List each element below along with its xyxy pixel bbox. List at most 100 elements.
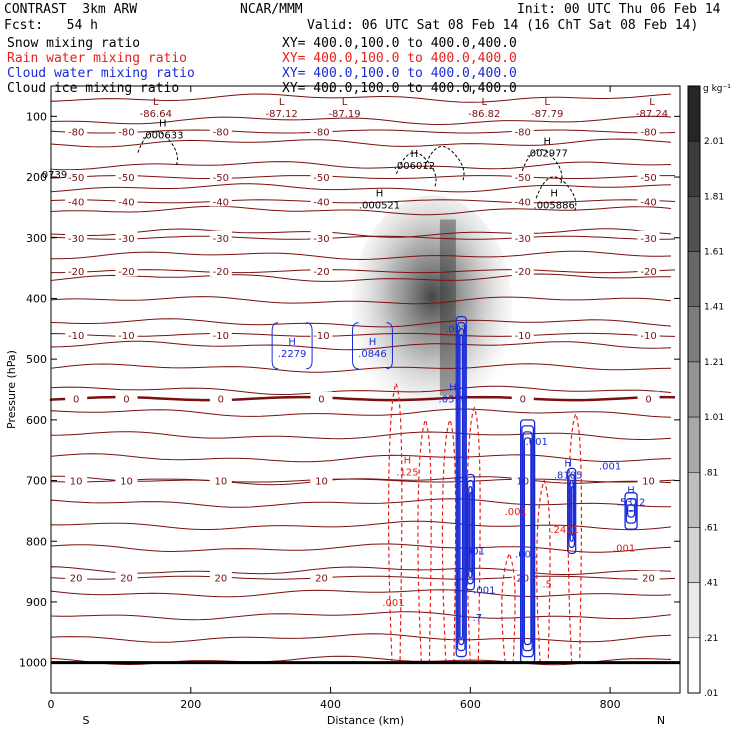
contour-label-bg	[115, 327, 138, 340]
temperature-contour-label: -30	[118, 234, 134, 245]
init-time: Init: 00 UTC Thu 06 Feb 14	[517, 2, 721, 17]
rain-high-value: .5	[542, 580, 552, 591]
temperature-contour-label: 10	[642, 477, 655, 488]
colorbar-label: .21	[704, 634, 718, 644]
background-contour	[50, 408, 672, 418]
colorbar-label: .81	[704, 468, 718, 478]
temperature-contour-label: -20	[640, 267, 656, 278]
cloud-water-contour	[570, 485, 575, 537]
temperature-contour-label: -80	[213, 128, 229, 139]
temperature-contour	[50, 575, 676, 580]
x-tick-label: 400	[320, 698, 341, 711]
temperature-contour-label: -80	[515, 128, 531, 139]
contour-label-bg	[310, 264, 333, 277]
background-contour	[50, 633, 672, 643]
cloud-water-contour	[456, 322, 466, 652]
rain-high-marker: H	[404, 455, 412, 466]
temperature-contour	[50, 478, 676, 483]
rain-contour	[536, 478, 551, 663]
field-cloudice-xy: XY= 400.0,100.0 to 400.0,400.0	[282, 81, 517, 96]
cloud-ice-contour	[423, 146, 465, 183]
contour-label-bg	[115, 170, 138, 183]
rain-high-value: .001	[382, 598, 404, 609]
temperature-contour-label: -10	[640, 331, 656, 342]
contour-label-bg	[637, 230, 660, 243]
temperature-contour	[50, 332, 676, 337]
contour-label-bg	[209, 264, 232, 277]
colorbar-swatch	[687, 527, 701, 583]
colorbar-label: 2.01	[704, 137, 724, 147]
contour-label-bg	[511, 230, 534, 243]
temperature-contour-label: -40	[213, 197, 229, 208]
temperature-contour-label: -80	[640, 128, 656, 139]
colorbar-swatch	[687, 251, 701, 307]
temperature-contour-label: -10	[313, 331, 329, 342]
temperature-contour-label: 0	[73, 395, 79, 406]
temperature-contour-label: -20	[68, 267, 84, 278]
cloud-water-contour	[625, 498, 637, 524]
colorbar-swatch	[687, 637, 701, 694]
colorbar-label: 1.01	[704, 413, 724, 423]
cloud-water-contour	[271, 322, 313, 370]
cloud-water-high-value: .2279	[278, 349, 307, 360]
background-contour	[50, 566, 672, 575]
temperature-contour	[50, 235, 676, 240]
cloud-ice-contour	[137, 130, 178, 167]
temperature-contour	[50, 129, 676, 134]
temperature-contour-label: -50	[640, 173, 656, 184]
contour-label-bg	[115, 230, 138, 243]
contour-label-bg	[209, 230, 232, 243]
colorbar-label: .41	[704, 579, 718, 589]
cloud-water-high-value: .0570	[439, 395, 468, 406]
temperature-contour-label: 10	[214, 477, 227, 488]
colorbar-label: 1.21	[704, 358, 724, 368]
contour-label-bg	[209, 570, 232, 583]
cloud-water-high-value: .0846	[358, 349, 387, 360]
contour-label-bg	[115, 264, 138, 277]
contour-label-bg	[65, 170, 88, 183]
cloud-water-contour	[521, 425, 535, 658]
cloud-water-high-marker: H	[288, 337, 296, 348]
background-contour	[50, 205, 672, 216]
contour-label-bg	[511, 327, 534, 340]
temperature-contour-label: 0	[123, 395, 129, 406]
rain-high-value: .001	[613, 543, 635, 554]
ice-high-value: .000633	[142, 130, 183, 141]
contour-label-bg	[310, 230, 333, 243]
ice-high-marker: H	[550, 188, 558, 199]
rain-contour	[417, 418, 432, 663]
contour-label-bg	[65, 473, 88, 486]
field-snow-name: Snow mixing ratio	[7, 36, 141, 51]
x-tick-label: 200	[180, 698, 201, 711]
snow-core	[439, 219, 456, 396]
ice-high-value: .005886	[534, 200, 575, 211]
cloud-water-high-value: .001	[515, 549, 537, 560]
cloud-water-high-value: .001	[526, 437, 548, 448]
background-contour	[50, 589, 672, 598]
temperature-contour-label: -80	[118, 128, 134, 139]
low-value: -86.82	[468, 109, 500, 120]
temperature-contour-label: -20	[313, 267, 329, 278]
background-contour	[50, 296, 672, 305]
low-value: -87.12	[266, 109, 298, 120]
contour-label-bg	[511, 194, 534, 207]
temperature-contour-label: 20	[214, 574, 227, 585]
temperature-contour-label: -40	[640, 197, 656, 208]
colorbar-unit: g kg⁻¹	[703, 84, 731, 94]
contour-label-bg	[637, 194, 660, 207]
contour-label-bg	[310, 327, 333, 340]
temperature-contour-label: 10	[315, 477, 328, 488]
contour-label-bg	[115, 124, 138, 137]
colorbar-swatch	[687, 472, 701, 528]
temperature-contour-label: 0	[318, 395, 324, 406]
ice-high-value: 0739	[42, 170, 67, 181]
cloud-water-contour	[522, 431, 533, 652]
contour-label-bg	[115, 391, 138, 404]
y-tick-label: 800	[26, 535, 47, 548]
colorbar-swatch	[687, 361, 701, 418]
cloud-water-contour	[465, 473, 475, 591]
contour-label-bg	[209, 327, 232, 340]
ice-high-marker: H	[376, 188, 384, 199]
